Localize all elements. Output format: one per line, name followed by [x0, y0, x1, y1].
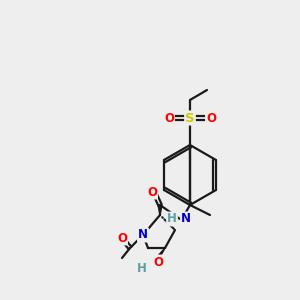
Text: O: O: [206, 112, 216, 124]
Text: H: H: [137, 262, 147, 275]
Polygon shape: [158, 205, 162, 215]
Text: H: H: [167, 212, 177, 226]
Text: O: O: [164, 112, 174, 124]
Text: N: N: [181, 212, 191, 226]
Text: N: N: [138, 229, 148, 242]
Text: S: S: [185, 112, 195, 124]
Text: O: O: [117, 232, 127, 244]
Polygon shape: [153, 248, 165, 263]
Text: O: O: [153, 256, 163, 268]
Text: O: O: [147, 185, 157, 199]
